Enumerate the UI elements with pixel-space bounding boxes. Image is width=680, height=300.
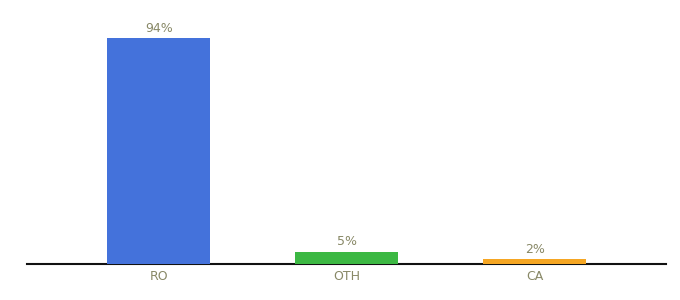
Text: 5%: 5% [337,236,357,248]
Bar [107,38,211,264]
Bar [295,252,398,264]
Text: 94%: 94% [145,22,173,35]
Text: 2%: 2% [525,243,545,256]
Bar [483,259,586,264]
